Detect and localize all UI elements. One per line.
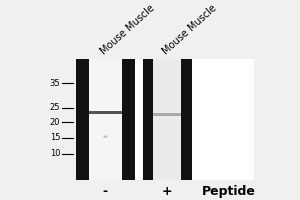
Text: 15: 15 (50, 133, 60, 142)
Bar (76, 59, 89, 180)
Text: Mouse Muscle: Mouse Muscle (99, 3, 157, 57)
Bar (122, 59, 135, 180)
Text: 20: 20 (50, 118, 60, 127)
Text: 10: 10 (50, 149, 60, 158)
Text: 25: 25 (50, 103, 60, 112)
Text: 35: 35 (50, 79, 60, 88)
Text: Mouse Muscle: Mouse Muscle (160, 3, 218, 57)
Text: +: + (162, 185, 172, 198)
Text: Peptide: Peptide (202, 185, 256, 198)
Bar (142, 59, 153, 180)
Bar (153, 59, 181, 180)
Bar (89, 111, 122, 114)
Bar (153, 113, 181, 116)
Bar (181, 59, 192, 180)
Text: -: - (103, 185, 108, 198)
Circle shape (103, 135, 107, 138)
Bar (89, 59, 122, 180)
Bar (76, 59, 254, 180)
